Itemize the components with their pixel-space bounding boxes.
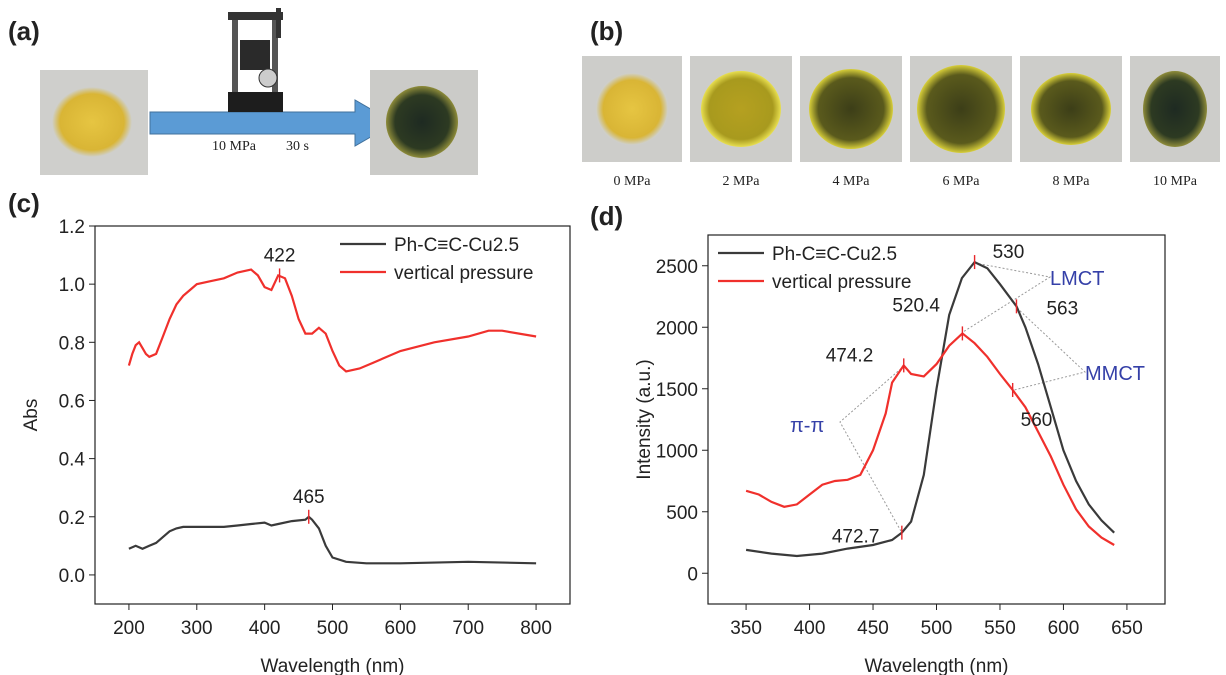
y-tick-label: 1000 <box>656 441 698 462</box>
photo-row: 0 MPa 2 MPa 4 MPa 6 MPa 8 MPa 10 MPa <box>582 56 1220 189</box>
photo-label: 10 MPa <box>1153 174 1198 189</box>
y-tick-label: 1.2 <box>59 217 85 238</box>
photo-label: 0 MPa <box>614 174 652 189</box>
y-tick-label: 500 <box>666 503 698 524</box>
sample <box>701 71 781 147</box>
x-tick-label: 600 <box>1048 618 1080 639</box>
x-tick-label: 300 <box>181 618 213 639</box>
panel-label: (b) <box>590 16 623 46</box>
y-tick-label: 1500 <box>656 380 698 401</box>
x-tick-label: 600 <box>385 618 417 639</box>
sample <box>809 69 893 149</box>
figure: (a) 10 MPa 30 s (b) 0 MPa 2 MPa 4 MPa 6 MPa… <box>0 0 1226 675</box>
press <box>228 8 283 112</box>
annotation-label: 530 <box>993 242 1025 263</box>
condition: 30 s <box>286 139 309 154</box>
y-axis-label: Intensity (a.u.) <box>634 359 655 479</box>
annotation-label: 560 <box>1021 410 1053 431</box>
x-axis-label: Wavelength (nm) <box>261 656 405 675</box>
annotation-label: 563 <box>1046 298 1078 319</box>
x-tick-label: 450 <box>857 618 889 639</box>
condition: 10 MPa <box>212 139 257 154</box>
x-axis-label: Wavelength (nm) <box>865 656 1009 675</box>
pellet <box>386 86 458 158</box>
annotation-label: 520.4 <box>892 295 940 316</box>
transition-label: LMCT <box>1050 268 1104 290</box>
sample <box>917 65 1005 153</box>
sample <box>596 73 668 145</box>
legend-label: vertical pressure <box>394 263 533 284</box>
annotation-label: 474.2 <box>826 345 874 366</box>
photo-label: 4 MPa <box>833 174 871 189</box>
y-tick-label: 0.8 <box>59 333 85 354</box>
x-tick-label: 500 <box>317 618 349 639</box>
panel-label: (a) <box>8 16 40 46</box>
y-tick-label: 1.0 <box>59 275 85 296</box>
legend-label: Ph-C≡C-Cu2.5 <box>772 244 897 265</box>
annotation-label: 472.7 <box>832 527 880 548</box>
x-tick-label: 650 <box>1111 618 1143 639</box>
x-tick-label: 500 <box>921 618 953 639</box>
sample <box>1143 71 1207 147</box>
annotation-label: 422 <box>264 245 296 266</box>
y-tick-label: 2000 <box>656 318 698 339</box>
y-tick-label: 0.0 <box>59 566 85 587</box>
page: {"panels": { "a": {"label": "(a)", "cond… <box>0 0 1226 675</box>
y-tick-label: 0.4 <box>59 450 86 471</box>
annotation-label: 465 <box>293 487 325 508</box>
body: (a) 10 MPa 30 s (b) 0 MPa 2 MPa 4 MPa 6 MPa… <box>0 0 1226 675</box>
panel-label: (c) <box>8 188 40 218</box>
series-line <box>129 517 536 564</box>
x-tick-label: 400 <box>249 618 281 639</box>
legend-label: Ph-C≡C-Cu2.5 <box>394 235 519 256</box>
legend-label: vertical pressure <box>772 272 911 293</box>
sample <box>1031 73 1111 145</box>
y-tick-label: 2500 <box>656 257 698 278</box>
powder <box>52 87 132 157</box>
series-line <box>129 270 536 372</box>
x-tick-label: 200 <box>113 618 145 639</box>
transition-label: MMCT <box>1085 363 1145 385</box>
x-tick-label: 350 <box>730 618 762 639</box>
transition-label: π-π <box>790 415 824 437</box>
y-tick-label: 0 <box>687 564 698 585</box>
x-tick-label: 400 <box>794 618 826 639</box>
x-tick-label: 800 <box>520 618 552 639</box>
photo-label: 2 MPa <box>723 174 761 189</box>
photo-label: 6 MPa <box>943 174 981 189</box>
y-tick-label: 0.2 <box>59 508 85 529</box>
panel-label: (d) <box>590 201 623 231</box>
x-tick-label: 700 <box>452 618 484 639</box>
x-tick-label: 550 <box>984 618 1016 639</box>
photo-label: 8 MPa <box>1053 174 1091 189</box>
y-axis-label: Abs <box>21 399 42 432</box>
y-tick-label: 0.6 <box>59 391 85 412</box>
